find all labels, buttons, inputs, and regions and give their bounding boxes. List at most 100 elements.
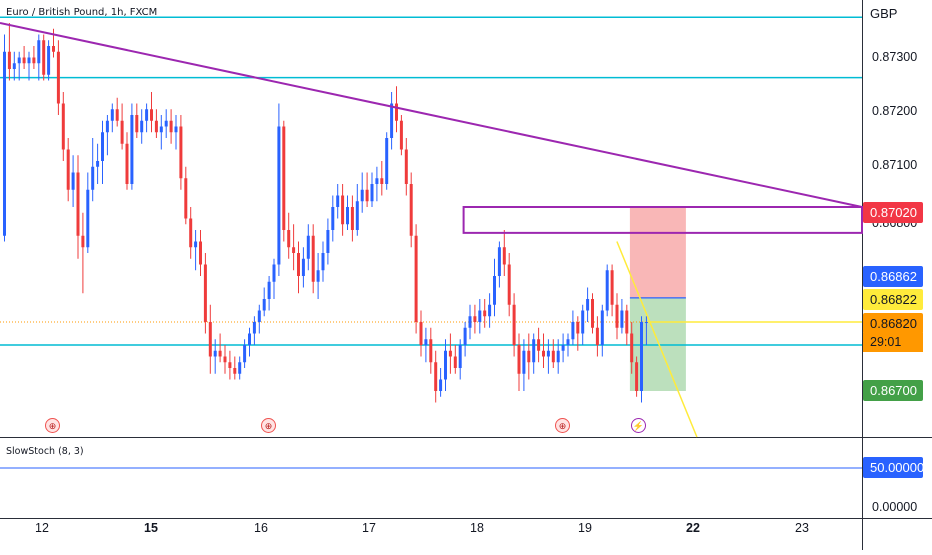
candle-body <box>150 109 153 121</box>
candle-body <box>625 310 629 334</box>
candle-body <box>591 299 594 328</box>
candle-body <box>66 149 70 190</box>
candle-body <box>223 356 227 363</box>
candle-body <box>306 235 310 259</box>
candle-body <box>517 345 521 374</box>
candle-body <box>429 339 433 363</box>
candle-body <box>243 345 247 363</box>
candle-body <box>7 51 11 69</box>
candle-body <box>497 247 501 276</box>
candle-body <box>213 350 217 357</box>
candle-body <box>326 230 330 253</box>
indicator-title[interactable]: SlowStoch (8, 3) <box>6 446 84 457</box>
candle-body <box>140 120 144 133</box>
candle-body <box>101 132 104 161</box>
time-tick-label: 23 <box>795 521 809 535</box>
candle-body <box>346 207 349 225</box>
currency-label: GBP <box>870 6 898 21</box>
candle-body <box>355 201 359 230</box>
time-tick-label: 16 <box>254 521 268 535</box>
candle-body <box>390 103 394 138</box>
candle-body <box>350 207 354 230</box>
candle-body <box>493 276 496 305</box>
candle-body <box>120 120 124 144</box>
candle-body <box>551 350 555 363</box>
candle-body <box>336 195 340 207</box>
descending-trendline <box>0 22 863 208</box>
candle-body <box>434 362 438 391</box>
candle-body <box>640 322 643 391</box>
candle-body <box>630 333 634 363</box>
economic-event-flag-icon[interactable]: ⊕ <box>45 418 60 433</box>
candle-body <box>468 316 472 328</box>
candle-body <box>532 339 536 363</box>
level-price-tag: 0.86822 <box>863 289 923 310</box>
candle-body <box>3 51 6 236</box>
entry-price-tag: 0.86862 <box>863 266 923 287</box>
candle-body <box>32 57 36 64</box>
candle-body <box>581 310 585 334</box>
candle-body <box>267 281 271 299</box>
candle-body <box>458 345 462 368</box>
candle-body <box>576 322 580 334</box>
candle-body <box>527 350 531 363</box>
stoch-zero-label: 0.00000 <box>872 500 918 514</box>
candle-body <box>404 149 408 184</box>
candle-body <box>341 195 345 225</box>
candle-body <box>71 172 75 190</box>
candle-body <box>556 350 560 363</box>
candle-body <box>571 322 575 340</box>
candle-body <box>331 207 335 230</box>
candle-body <box>154 120 158 133</box>
candle-body <box>81 235 85 248</box>
candle-body <box>189 218 193 248</box>
forecast-line <box>616 241 698 438</box>
candle-body <box>91 166 95 190</box>
candle-body <box>600 310 604 345</box>
candle-body <box>360 189 364 202</box>
candle-body <box>248 333 251 345</box>
news-flash-icon[interactable]: ⚡ <box>631 418 646 433</box>
candle-body <box>644 322 648 323</box>
candle-body <box>380 178 384 184</box>
candle-body <box>17 57 21 64</box>
time-tick-label: 12 <box>35 521 49 535</box>
time-tick-label: 22 <box>686 521 700 535</box>
candle-body <box>297 253 300 276</box>
candle-body <box>179 126 183 179</box>
candle-body <box>605 270 609 311</box>
candle-body <box>272 264 276 282</box>
candle-body <box>488 304 492 317</box>
candle-body <box>61 103 65 150</box>
candle-body <box>502 247 506 265</box>
candle-body <box>125 143 129 184</box>
stop-loss-zone <box>629 207 686 298</box>
candle-body <box>96 161 100 167</box>
candle-body <box>463 327 467 345</box>
candle-body <box>42 40 46 75</box>
time-tick-label: 18 <box>470 521 484 535</box>
candle-body <box>199 241 202 265</box>
candle-body <box>130 115 134 184</box>
candle-body <box>414 235 418 322</box>
candle-body <box>135 115 139 133</box>
candle-body <box>194 241 198 248</box>
candle-body <box>566 339 570 345</box>
candle-body <box>301 258 305 276</box>
candle-body <box>292 247 296 253</box>
candle-body <box>453 356 457 368</box>
candle-body <box>507 264 511 305</box>
candle-body <box>595 327 599 345</box>
candle-body <box>27 57 31 64</box>
candle-body <box>228 362 232 368</box>
economic-event-flag-icon[interactable]: ⊕ <box>261 418 276 433</box>
economic-event-flag-icon[interactable]: ⊕ <box>555 418 570 433</box>
candle-body <box>145 109 149 121</box>
candle-body <box>316 270 320 282</box>
candle-body <box>537 339 541 351</box>
price-tick-label: 0.87100 <box>872 158 918 172</box>
price-tick-label: 0.87200 <box>872 104 918 118</box>
trendline-price-tag: 0.87020 <box>863 202 923 223</box>
